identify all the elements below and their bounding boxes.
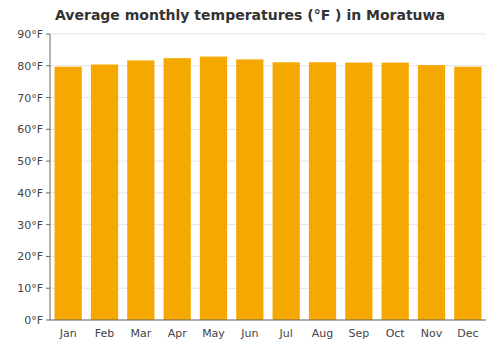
x-tick-label: Oct — [386, 327, 406, 340]
bar — [127, 60, 154, 320]
y-tick-label: 0°F — [24, 314, 43, 327]
y-tick — [46, 34, 50, 35]
x-tick-label: May — [202, 327, 225, 340]
y-tick-label: 70°F — [17, 92, 43, 105]
y-tick — [46, 288, 50, 289]
bar — [91, 65, 118, 320]
bar — [55, 67, 82, 320]
y-tick-label: 20°F — [17, 250, 43, 263]
bars — [55, 57, 482, 320]
bar — [309, 62, 336, 320]
y-axis-line — [50, 34, 51, 320]
x-tick-label: Jun — [240, 327, 258, 340]
y-tick — [46, 320, 50, 321]
title: Average monthly temperatures (°F ) in Mo… — [55, 7, 445, 23]
grid-line — [50, 320, 486, 321]
y-tick — [46, 256, 50, 257]
grid-line — [50, 34, 486, 35]
y-tick-label: 10°F — [17, 282, 43, 295]
x-tick-label: Jul — [279, 327, 293, 340]
y-tick — [46, 65, 50, 66]
x-tick-label: Apr — [168, 327, 188, 340]
y-axis: 0°F 10°F 20°F 30°F 40°F 50°F 60°F 70°F 80°F 90°F — [17, 28, 50, 327]
y-tick — [46, 129, 50, 130]
bar — [345, 63, 372, 320]
bar — [382, 63, 409, 320]
bar — [454, 67, 481, 320]
chart-svg: Average monthly temperatures (°F ) in Mo… — [0, 0, 500, 350]
y-tick-label: 90°F — [17, 28, 43, 41]
x-tick-label: Aug — [312, 327, 333, 340]
x-tick-label: Jan — [59, 327, 77, 340]
y-tick — [46, 224, 50, 225]
x-tick-label: Sep — [348, 327, 369, 340]
y-tick — [46, 97, 50, 98]
grid — [50, 34, 486, 320]
x-axis-line — [50, 320, 486, 321]
chart-container: Average monthly temperatures (°F ) in Mo… — [0, 0, 500, 350]
x-tick-label: Mar — [130, 327, 151, 340]
y-tick-label: 40°F — [17, 187, 43, 200]
y-tick-label: 80°F — [17, 60, 43, 73]
bar — [236, 59, 263, 320]
x-tick-label: Dec — [457, 327, 478, 340]
x-tick-label: Nov — [421, 327, 443, 340]
bar — [273, 62, 300, 320]
bar — [200, 57, 227, 320]
y-tick-label: 30°F — [17, 219, 43, 232]
x-axis: Jan Feb Mar Apr May Jun Jul Aug Sep Oct Nov Dec — [59, 327, 479, 340]
x-tick-label: Feb — [95, 327, 114, 340]
bar — [164, 58, 191, 320]
y-tick-label: 50°F — [17, 155, 43, 168]
y-tick-label: 60°F — [17, 123, 43, 136]
bar — [418, 65, 445, 320]
y-tick — [46, 192, 50, 193]
y-tick — [46, 161, 50, 162]
